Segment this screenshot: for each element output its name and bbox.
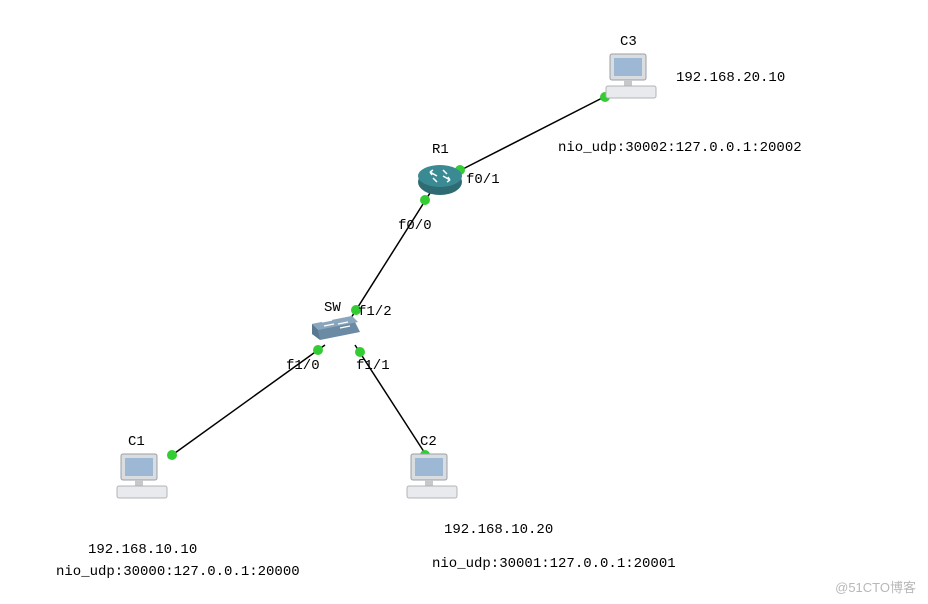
- if-r1-f01: f0/1: [466, 172, 500, 188]
- if-sw-f11: f1/1: [356, 358, 390, 374]
- c2-ip: 192.168.10.20: [444, 522, 553, 538]
- links-layer: [0, 0, 928, 604]
- c2-label: C2: [420, 434, 437, 450]
- pc-c2-icon: [405, 452, 461, 502]
- pc-c3-icon: [604, 52, 660, 102]
- c3-ip: 192.168.20.10: [676, 70, 785, 86]
- r1-label: R1: [432, 142, 449, 158]
- if-sw-f10: f1/0: [286, 358, 320, 374]
- sw-label: SW: [324, 300, 341, 316]
- c1-ip: 192.168.10.10: [88, 542, 197, 558]
- c3-nio: nio_udp:30002:127.0.0.1:20002: [558, 140, 802, 156]
- if-r1-f00: f0/0: [398, 218, 432, 234]
- c1-label: C1: [128, 434, 145, 450]
- c2-nio: nio_udp:30001:127.0.0.1:20001: [432, 556, 676, 572]
- if-sw-f12: f1/2: [358, 304, 392, 320]
- diagram-canvas: C3 C1 C2 R1 SW 192.168.20.10 nio_udp:300…: [0, 0, 928, 604]
- c3-label: C3: [620, 34, 637, 50]
- switch-sw-icon: [308, 312, 364, 348]
- watermark: @51CTO博客: [835, 577, 916, 596]
- pc-c1-icon: [115, 452, 171, 502]
- c1-nio: nio_udp:30000:127.0.0.1:20000: [56, 564, 300, 580]
- router-r1-icon: [415, 160, 465, 198]
